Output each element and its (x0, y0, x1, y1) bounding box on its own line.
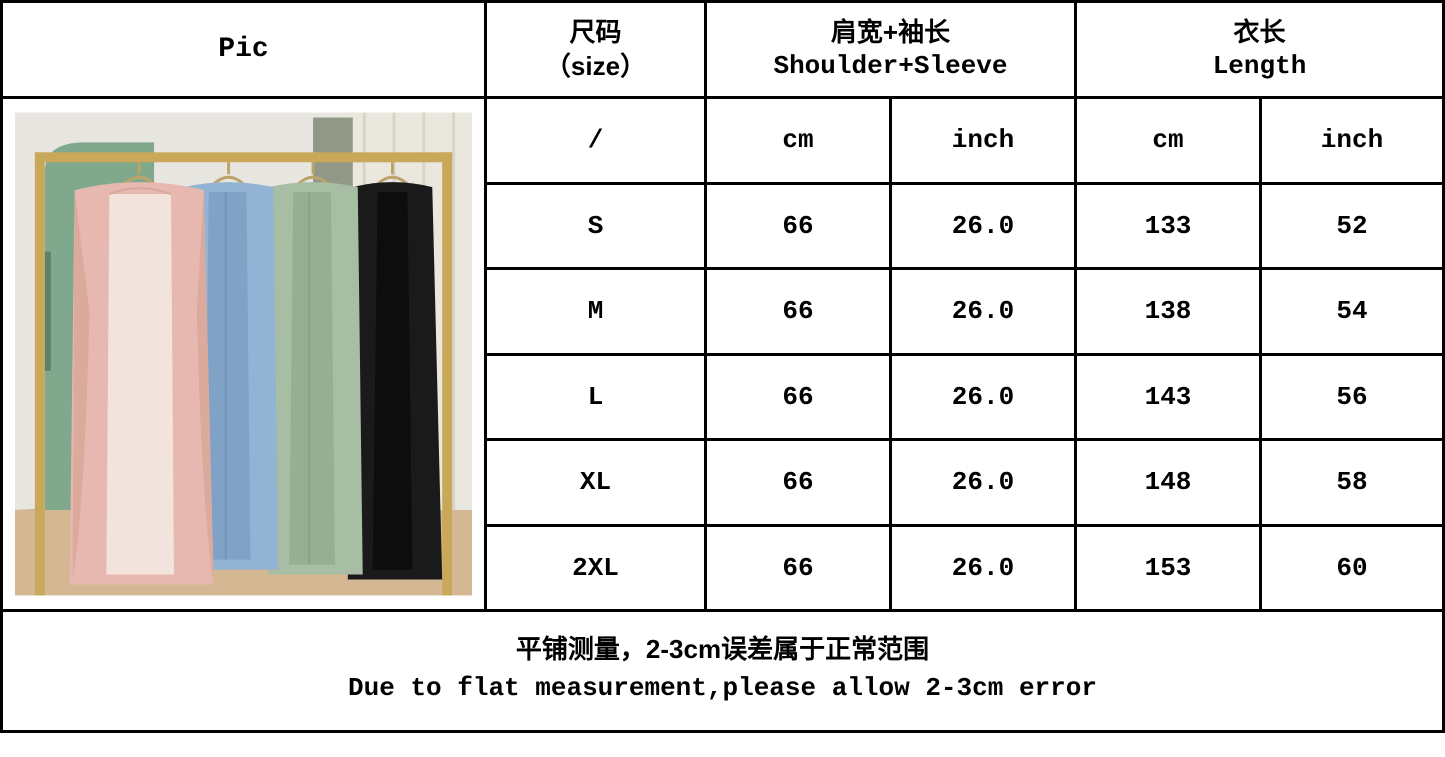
unit-length-cm: cm (1077, 99, 1262, 182)
length-cm-cell: 148 (1077, 441, 1262, 524)
length-in-cell: 56 (1262, 356, 1442, 439)
length-in-cell: 58 (1262, 441, 1442, 524)
unit-length-inch: inch (1262, 99, 1442, 182)
shoulder-cm-cell: 66 (707, 441, 892, 524)
length-cm-cell: 133 (1077, 185, 1262, 268)
shoulder-in-cell: 26.0 (892, 270, 1077, 353)
header-length: 衣长 Length (1077, 3, 1442, 96)
length-in-cell: 52 (1262, 185, 1442, 268)
shoulder-in-cell: 26.0 (892, 527, 1077, 610)
table-row: S 66 26.0 133 52 (487, 185, 1442, 271)
header-row: Pic 尺码 （size） 肩宽+袖长 Shoulder+Sleeve 衣长 L… (3, 3, 1442, 99)
table-row: 2XL 66 26.0 153 60 (487, 527, 1442, 610)
unit-size-cell: / (487, 99, 707, 182)
header-pic-label: Pic (218, 34, 268, 65)
header-pic: Pic (3, 3, 487, 96)
footer-note-cn: 平铺测量，2-3cm误差属于正常范围 (3, 630, 1442, 669)
header-length-cn: 衣长 (1233, 16, 1285, 50)
header-shoulder-cn: 肩宽+袖长 (831, 16, 950, 50)
size-cell: S (487, 185, 707, 268)
data-grid: / cm inch cm inch S 66 26.0 133 52 M 66 (487, 99, 1442, 609)
shoulder-cm-cell: 66 (707, 527, 892, 610)
size-cell: 2XL (487, 527, 707, 610)
shoulder-in-cell: 26.0 (892, 356, 1077, 439)
unit-shoulder-inch: inch (892, 99, 1077, 182)
header-shoulder: 肩宽+袖长 Shoulder+Sleeve (707, 3, 1077, 96)
header-size-en: （size） (545, 50, 646, 84)
size-cell: L (487, 356, 707, 439)
unit-row: / cm inch cm inch (487, 99, 1442, 185)
header-size-cn: 尺码 (569, 16, 621, 50)
header-length-en: Length (1213, 50, 1307, 84)
length-in-cell: 60 (1262, 527, 1442, 610)
product-image (15, 111, 472, 597)
size-cell: XL (487, 441, 707, 524)
shoulder-in-cell: 26.0 (892, 441, 1077, 524)
shoulder-in-cell: 26.0 (892, 185, 1077, 268)
body-row: / cm inch cm inch S 66 26.0 133 52 M 66 (3, 99, 1442, 609)
footer-note: 平铺测量，2-3cm误差属于正常范围 Due to flat measureme… (3, 609, 1442, 730)
product-image-cell (3, 99, 487, 609)
size-cell: M (487, 270, 707, 353)
size-chart-table: Pic 尺码 （size） 肩宽+袖长 Shoulder+Sleeve 衣长 L… (0, 0, 1445, 733)
header-shoulder-en: Shoulder+Sleeve (773, 50, 1007, 84)
footer-note-en: Due to flat measurement,please allow 2-3… (3, 669, 1442, 708)
shoulder-cm-cell: 66 (707, 356, 892, 439)
shoulder-cm-cell: 66 (707, 270, 892, 353)
length-in-cell: 54 (1262, 270, 1442, 353)
header-size: 尺码 （size） (487, 3, 707, 96)
table-row: M 66 26.0 138 54 (487, 270, 1442, 356)
length-cm-cell: 143 (1077, 356, 1262, 439)
table-row: L 66 26.0 143 56 (487, 356, 1442, 442)
length-cm-cell: 153 (1077, 527, 1262, 610)
unit-shoulder-cm: cm (707, 99, 892, 182)
table-wrapper: Pic 尺码 （size） 肩宽+袖长 Shoulder+Sleeve 衣长 L… (3, 3, 1442, 730)
shoulder-cm-cell: 66 (707, 185, 892, 268)
length-cm-cell: 138 (1077, 270, 1262, 353)
table-row: XL 66 26.0 148 58 (487, 441, 1442, 527)
